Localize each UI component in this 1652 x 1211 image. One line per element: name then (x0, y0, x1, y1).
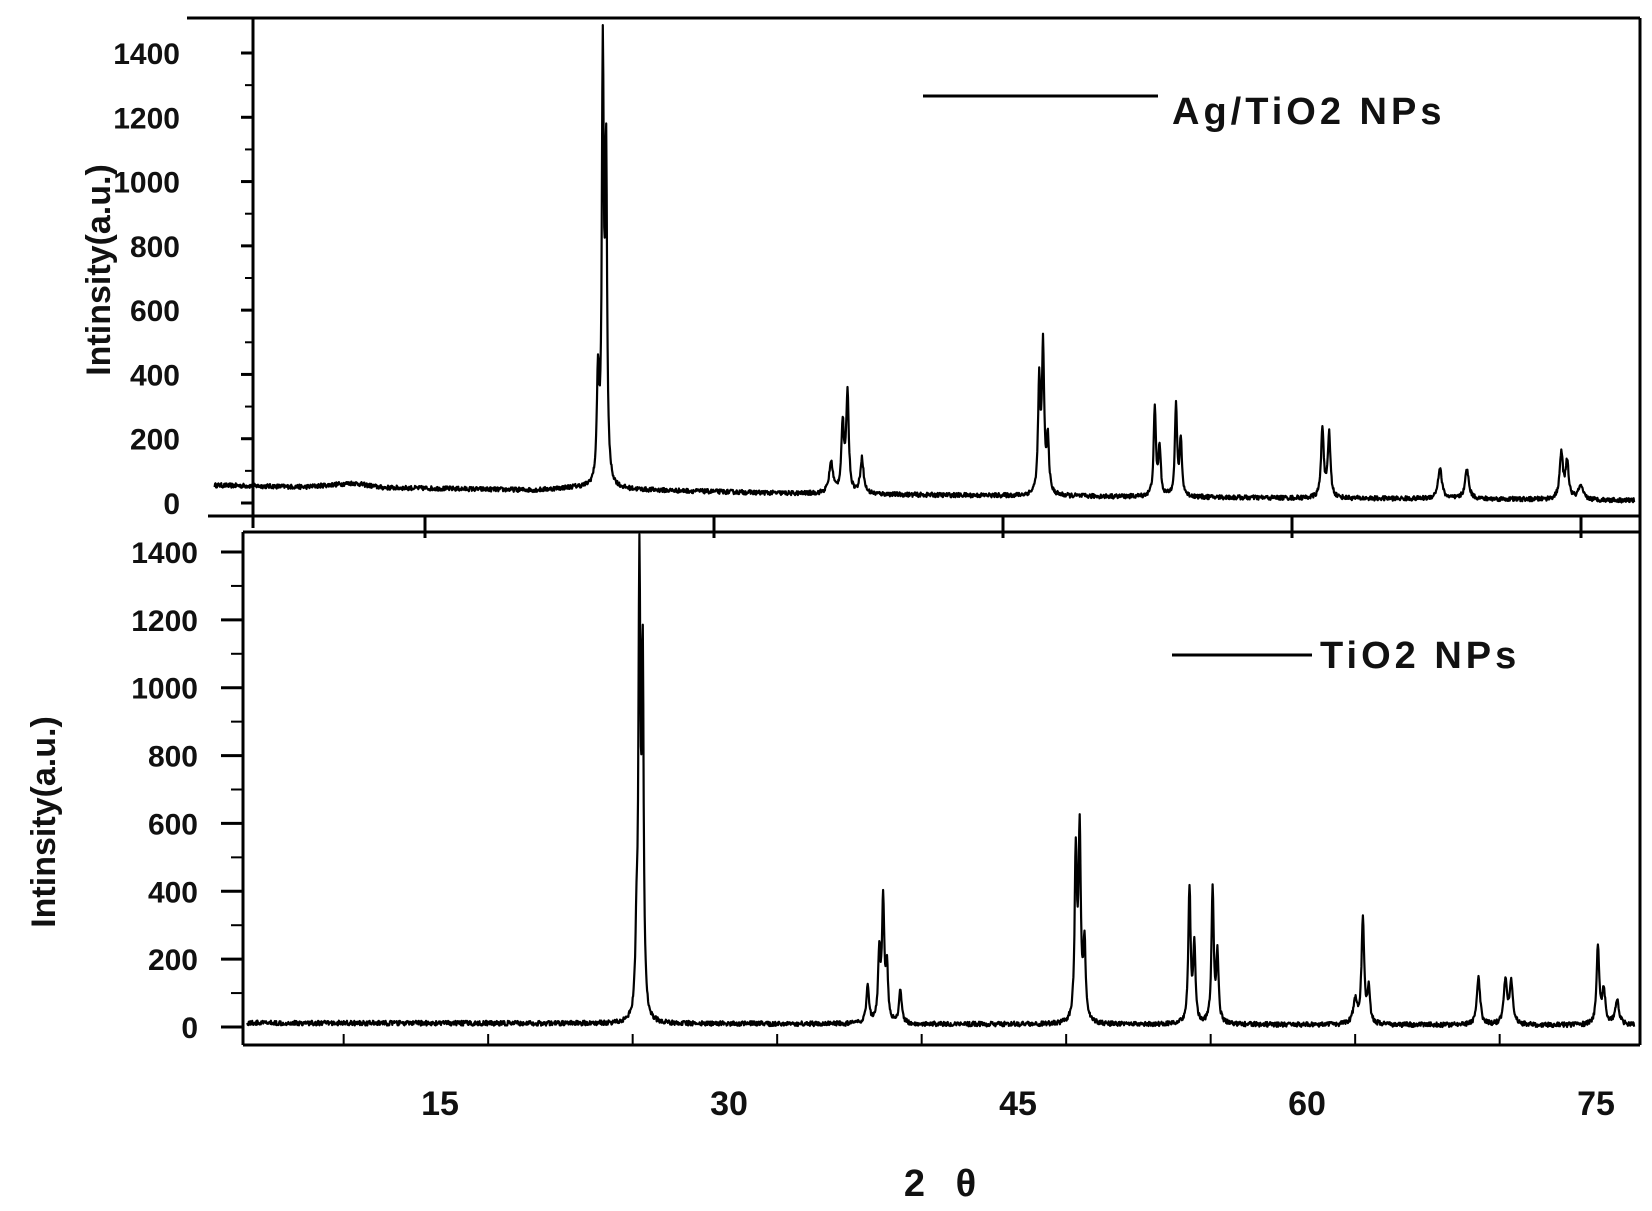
y-tick-label: 800 (130, 231, 180, 264)
bottom-panel-y-ticks: 0 200 400 600 800 1000 1200 1400 (131, 537, 243, 1045)
y-tick-label: 600 (130, 295, 180, 328)
y-tick-label: 0 (163, 488, 180, 521)
y-tick-label: 1400 (131, 537, 198, 570)
y-tick-label: 400 (148, 876, 198, 909)
y-tick-label: 1400 (113, 38, 180, 71)
y-tick-label: 1200 (131, 605, 198, 638)
y-tick-label: 1000 (113, 167, 180, 200)
y-tick-label: 200 (130, 424, 180, 457)
y-tick-label: 400 (130, 359, 180, 392)
ag-tio2-trace (213, 24, 1636, 504)
bottom-panel-y-axis-label: Intinsity(a.u.) (25, 716, 63, 928)
x-tick-label: 30 (710, 1085, 748, 1123)
x-axis-title: 2 θ (904, 1163, 986, 1205)
x-tick-label: 15 (421, 1085, 459, 1123)
bottom-panel: 0 200 400 600 800 1000 1200 1400 15 30 45 60 75 Int… (25, 530, 1642, 1205)
top-legend-label: Ag/TiO2 NPs (1172, 91, 1445, 133)
y-tick-label: 1200 (113, 102, 180, 135)
y-tick-label: 200 (148, 944, 198, 977)
x-tick-label: 75 (1577, 1085, 1615, 1123)
top-panel-x-ticks (423, 516, 1583, 538)
y-tick-label: 0 (181, 1012, 198, 1045)
y-tick-label: 600 (148, 808, 198, 841)
top-panel-y-axis-label: Intinsity(a.u.) (80, 164, 118, 376)
bottom-legend-label: TiO2 NPs (1320, 635, 1520, 677)
x-tick-label: 45 (999, 1085, 1037, 1123)
y-tick-label: 1000 (131, 673, 198, 706)
x-tick-label: 60 (1288, 1085, 1326, 1123)
y-tick-label: 800 (148, 741, 198, 774)
top-panel: 0 200 400 600 800 1000 1200 1400 Intinsity(a.u.… (80, 16, 1642, 538)
tio2-trace (246, 533, 1636, 1029)
top-panel-y-ticks: 0 200 400 600 800 1000 1200 1400 (113, 38, 253, 521)
bottom-panel-x-ticks: 15 30 45 60 75 (342, 1034, 1615, 1123)
